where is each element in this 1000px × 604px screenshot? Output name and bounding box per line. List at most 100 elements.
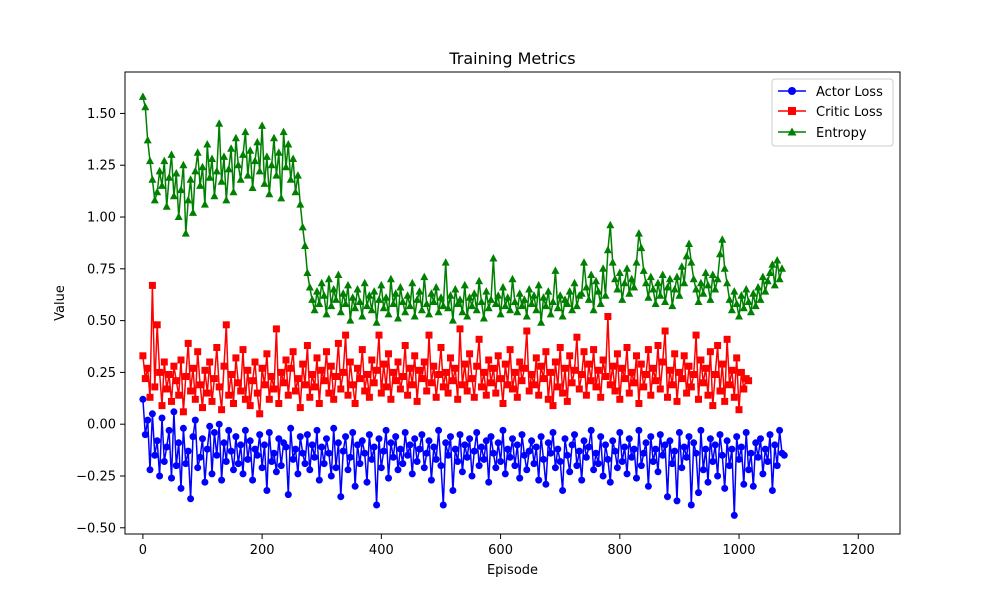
x-axis-ticks: 0 200 400 600 800 1000 1200 — [139, 534, 875, 558]
data-point-actor-loss — [418, 431, 426, 439]
data-point-actor-loss — [690, 439, 698, 447]
data-point-critic-loss — [144, 364, 152, 372]
data-point-critic-loss — [740, 385, 748, 393]
data-point-critic-loss — [699, 379, 707, 387]
data-point-critic-loss — [513, 393, 521, 401]
data-point-actor-loss — [377, 464, 385, 472]
data-point-entropy — [711, 285, 720, 293]
data-point-entropy — [243, 171, 252, 179]
data-point-actor-loss — [542, 480, 550, 488]
data-point-actor-loss — [494, 439, 502, 447]
data-point-entropy — [611, 274, 619, 283]
data-point-entropy — [446, 291, 455, 299]
data-point-entropy — [718, 235, 727, 243]
data-point-critic-loss — [602, 373, 609, 380]
data-point-entropy — [365, 291, 374, 299]
data-point-actor-loss — [613, 464, 621, 472]
data-point-critic-loss — [451, 364, 459, 372]
data-point-critic-loss — [675, 368, 683, 376]
data-point-entropy — [737, 291, 746, 299]
data-point-critic-loss — [642, 371, 650, 378]
data-point-entropy — [267, 160, 276, 169]
data-point-entropy — [429, 297, 438, 305]
data-point-critic-loss — [420, 358, 428, 366]
data-point-actor-loss — [504, 445, 512, 453]
data-point-actor-loss — [158, 414, 166, 422]
data-point-entropy — [437, 293, 445, 301]
data-point-actor-loss — [580, 437, 588, 445]
data-point-critic-loss — [482, 391, 490, 399]
data-point-entropy — [484, 303, 493, 312]
data-point-actor-loss — [604, 455, 612, 463]
data-point-entropy — [656, 291, 665, 299]
data-point-entropy — [310, 305, 319, 314]
data-point-entropy — [692, 285, 701, 293]
data-point-entropy — [613, 285, 622, 293]
data-point-entropy — [146, 156, 154, 165]
data-point-critic-loss — [382, 383, 390, 391]
data-point-critic-loss — [208, 397, 216, 405]
data-point-entropy — [470, 289, 479, 297]
data-point-actor-loss — [671, 447, 679, 455]
data-point-entropy — [339, 289, 348, 297]
data-point-actor-loss — [547, 449, 555, 457]
data-point-actor-loss — [182, 460, 190, 468]
data-point-actor-loss — [532, 443, 540, 451]
data-point-actor-loss — [251, 445, 259, 453]
data-point-entropy — [456, 295, 464, 303]
data-point-entropy — [348, 293, 357, 301]
data-point-entropy — [565, 287, 574, 295]
data-point-actor-loss — [318, 443, 326, 451]
data-point-entropy — [162, 202, 171, 210]
data-point-actor-loss — [442, 439, 450, 447]
data-point-entropy — [425, 309, 433, 318]
legend-entry-entropy: Entropy — [778, 126, 867, 141]
data-point-critic-loss — [511, 368, 519, 376]
data-point-critic-loss — [244, 366, 252, 374]
data-point-critic-loss — [210, 375, 218, 383]
data-point-actor-loss — [587, 426, 595, 434]
data-point-critic-loss — [282, 356, 290, 364]
data-point-actor-loss — [721, 484, 729, 492]
data-point-actor-loss — [559, 487, 567, 494]
data-point-entropy — [305, 283, 314, 291]
data-point-critic-loss — [554, 383, 562, 391]
data-point-critic-loss — [542, 348, 550, 356]
data-point-entropy — [277, 193, 286, 202]
data-point-actor-loss — [184, 447, 192, 455]
data-point-actor-loss — [308, 441, 316, 449]
data-point-actor-loss — [516, 474, 524, 482]
data-point-critic-loss — [737, 368, 745, 376]
data-point-entropy — [329, 285, 338, 293]
data-point-actor-loss — [396, 445, 404, 453]
data-point-actor-loss — [633, 474, 640, 482]
data-point-actor-loss — [544, 439, 552, 447]
data-point-entropy — [420, 272, 429, 281]
data-point-entropy — [351, 303, 360, 312]
data-point-critic-loss — [537, 362, 545, 370]
data-point-actor-loss — [284, 491, 292, 499]
data-point-entropy — [234, 160, 243, 169]
data-point-critic-loss — [303, 342, 311, 349]
data-point-actor-loss — [187, 495, 195, 503]
data-point-actor-loss — [597, 433, 605, 441]
data-point-actor-loss — [551, 464, 559, 472]
data-point-entropy — [627, 274, 636, 283]
data-point-entropy — [739, 303, 748, 312]
data-point-critic-loss — [327, 362, 335, 370]
data-point-critic-loss — [587, 377, 595, 385]
data-point-critic-loss — [690, 371, 698, 378]
data-point-actor-loss — [306, 466, 314, 474]
data-point-actor-loss — [692, 449, 700, 457]
data-point-entropy — [670, 285, 679, 293]
data-point-critic-loss — [726, 381, 733, 389]
data-point-entropy — [215, 119, 224, 127]
data-point-critic-loss — [647, 391, 655, 399]
series-actor-loss — [139, 395, 788, 519]
data-point-actor-loss — [432, 455, 440, 463]
data-point-actor-loss — [413, 458, 421, 465]
data-point-critic-loss — [549, 402, 557, 410]
data-point-entropy — [696, 278, 705, 287]
data-point-entropy — [410, 312, 419, 320]
data-point-entropy — [665, 274, 674, 283]
